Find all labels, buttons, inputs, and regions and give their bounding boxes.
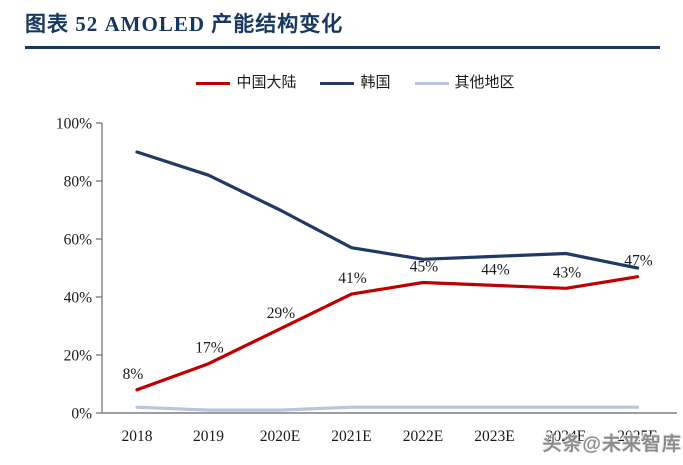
x-axis-label: 2021E — [331, 428, 371, 445]
x-axis-label: 2018 — [122, 428, 153, 445]
y-axis-label: 80% — [64, 174, 93, 191]
data-label: 43% — [553, 264, 582, 281]
series-line-韩国 — [135, 150, 640, 270]
legend-label-other: 其他地区 — [454, 75, 515, 91]
chart-legend: 中国大陆 韩国 其他地区 — [0, 76, 683, 91]
figure-title: 图表 52 AMOLED 产能结构变化 — [25, 12, 344, 36]
legend-label-korea: 韩国 — [360, 75, 391, 91]
x-axis-label: 2020E — [260, 428, 300, 445]
y-axis-label: 0% — [71, 406, 92, 423]
x-axis-label: 2025E — [617, 428, 657, 445]
data-label: 17% — [195, 340, 224, 357]
legend-item-other: 其他地区 — [414, 75, 515, 91]
x-axis-label: 2019 — [193, 428, 224, 445]
data-label: 8% — [123, 366, 144, 383]
x-axis-label: 2024E — [546, 428, 586, 445]
data-label: 45% — [410, 259, 439, 276]
legend-label-china: 中国大陆 — [236, 75, 297, 91]
title-underline — [25, 46, 660, 49]
y-axis-label: 60% — [64, 232, 93, 249]
x-axis-label: 2023E — [474, 428, 514, 445]
x-axis-label: 2022E — [403, 428, 443, 445]
legend-item-china: 中国大陆 — [196, 76, 296, 91]
series-line-中国大陆 — [135, 275, 640, 392]
legend-line-swatch-other — [414, 82, 449, 85]
y-axis-label: 20% — [64, 348, 93, 365]
y-axis-label: 100% — [56, 116, 92, 133]
legend-line-swatch-korea — [320, 82, 355, 85]
series-line-其他地区 — [135, 405, 640, 412]
legend-item-korea: 韩国 — [320, 75, 391, 91]
data-label: 29% — [267, 305, 296, 322]
data-label: 41% — [338, 270, 367, 287]
legend-line-swatch-china — [196, 82, 231, 85]
watermark-text: 头条@未来智库 — [542, 434, 682, 455]
data-label: 44% — [481, 261, 510, 278]
y-axis-label: 40% — [64, 290, 93, 307]
